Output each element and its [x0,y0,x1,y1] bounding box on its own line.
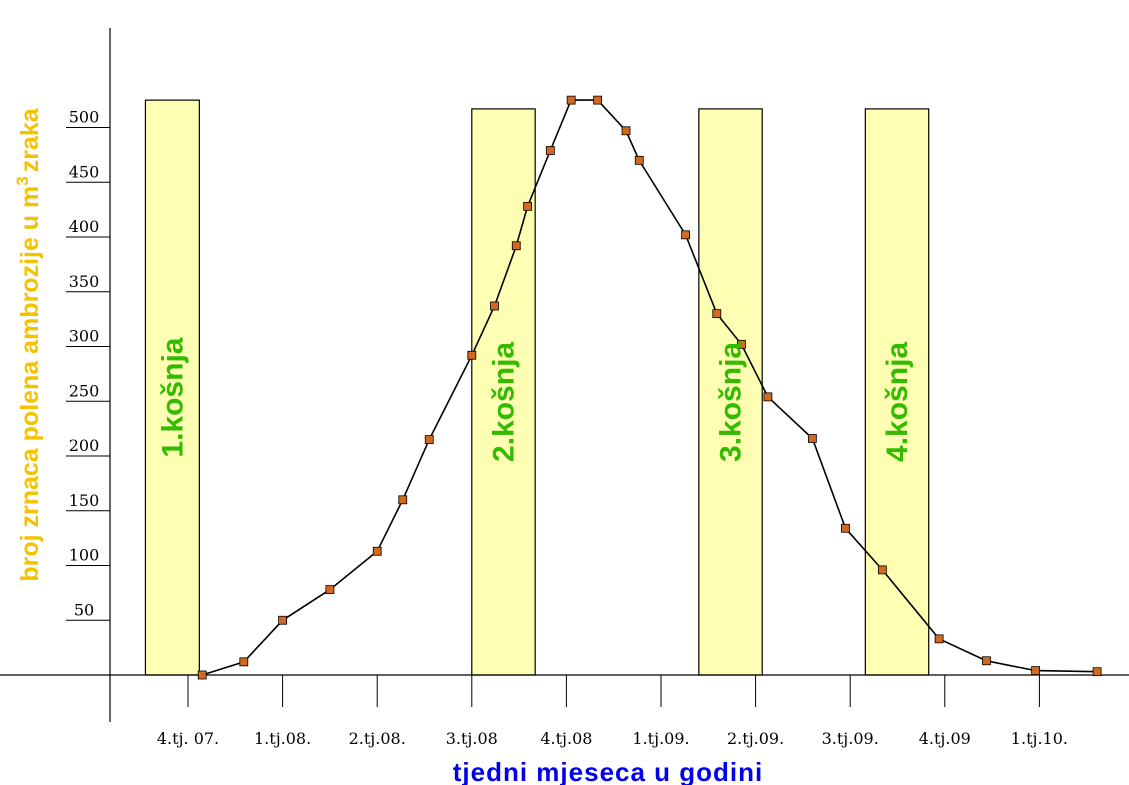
data-point-6 [424,435,434,444]
data-point-2 [278,615,288,625]
data-point-16 [681,230,690,240]
y-tick-label-200: 200 [69,436,100,455]
data-point-25 [1031,666,1041,676]
y-tick-label-300: 300 [69,327,100,346]
y-tick-label-250: 250 [69,381,100,400]
data-point-12 [566,95,576,105]
axes [0,28,1129,722]
data-point-5 [398,495,408,505]
x-tick-label-6: 2.tj.09. [727,729,784,748]
series-line-0 [201,99,1098,676]
data-point-21 [841,523,850,533]
mowing-bar-label-1: 1.košnja [156,337,189,457]
data-point-19 [763,392,773,402]
x-tick-label-4: 4.tj.08 [540,729,592,748]
y-tick-label-150: 150 [69,491,100,510]
y-tick-label-350: 350 [69,272,100,291]
y-axis-title-main: broj zrnaca polena ambrozije u m [16,186,44,582]
x-tick-label-7: 3.tj.09. [822,729,879,748]
data-point-20 [807,434,817,443]
data-point-22 [877,565,887,575]
x-tick-label-1: 1.tj.08. [254,729,311,748]
data-point-13 [593,95,603,105]
data-point-7 [467,350,477,360]
y-tick-label-500: 500 [69,108,100,127]
data-point-10 [523,201,533,211]
mowing-bars [144,99,930,676]
y-tick-label-50: 50 [74,600,94,619]
x-tick-label-9: 1.tj.10. [1011,729,1068,748]
y-axis-title-tail: zraka [16,107,44,172]
data-point-14 [621,126,631,136]
data-point-4 [372,546,382,556]
data-point-15 [634,155,644,165]
x-tick-label-0: 4.tj. 07. [157,729,219,748]
data-point-24 [982,656,991,666]
y-tick-label-450: 450 [69,162,100,181]
mowing-bar-3 [698,108,763,676]
data-point-23 [934,634,944,644]
data-point-8 [490,301,499,311]
x-tick-label-3: 3.tj.08 [446,729,498,748]
mowing-labels: 1.košnja 2.košnja 3.košnja 4.košnja [156,337,914,462]
y-axis-title-superscript: 3 [13,176,32,185]
data-point-3 [325,585,335,594]
y-axis-title: broj zrnaca polena ambrozije u m3 zraka [13,107,44,581]
mowing-bar-label-4: 4.košnja [881,342,914,462]
data-point-26 [1092,667,1102,677]
tick-labels: 50 100 150 200 250 300 350 400 450 500 4.tj. 07. 1.… [69,108,1068,749]
pollen-series [197,95,1102,680]
mowing-bar-label-3: 3.košnja [715,342,748,462]
mowing-bar-1 [144,99,200,676]
x-axis-title: tjedni mjeseca u godini [453,757,764,785]
data-point-18 [737,339,746,349]
data-point-9 [511,241,521,251]
mowing-bar-label-2: 2.košnja [487,342,520,462]
x-tick-label-8: 4.tj.09 [919,729,971,748]
data-point-11 [545,146,555,155]
x-tick-label-2: 2.tj.08. [349,729,406,748]
y-tick-label-400: 400 [69,217,100,236]
data-point-0 [197,670,207,680]
mowing-bar-4 [864,108,930,676]
data-point-1 [239,657,249,667]
data-point-17 [712,309,722,319]
y-tick-label-100: 100 [69,546,100,565]
x-tick-label-5: 1.tj.09. [632,729,689,748]
